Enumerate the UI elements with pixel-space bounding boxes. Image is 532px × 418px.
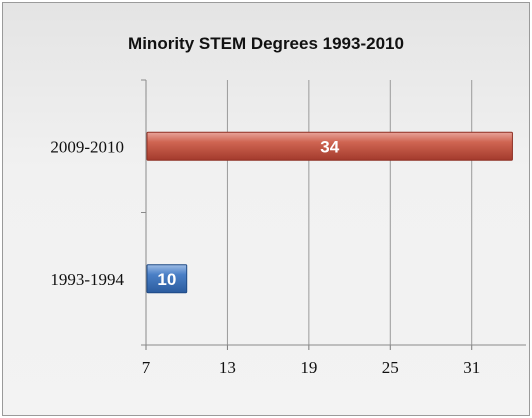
data-label: 34: [320, 137, 339, 156]
bar-2009-2010: [146, 131, 513, 161]
chart-title: Minority STEM Degrees 1993-2010: [128, 34, 404, 53]
category-label: 2009-2010: [50, 137, 124, 156]
bar-1993-1994: [146, 264, 188, 294]
x-tick-label: 25: [382, 358, 399, 377]
x-tick-label: 19: [300, 358, 317, 377]
category-label: 1993-1994: [50, 270, 124, 289]
x-tick-label: 7: [142, 358, 151, 377]
data-label: 10: [157, 270, 176, 289]
x-tick-label: 13: [219, 358, 236, 377]
x-tick-label: 31: [463, 358, 480, 377]
